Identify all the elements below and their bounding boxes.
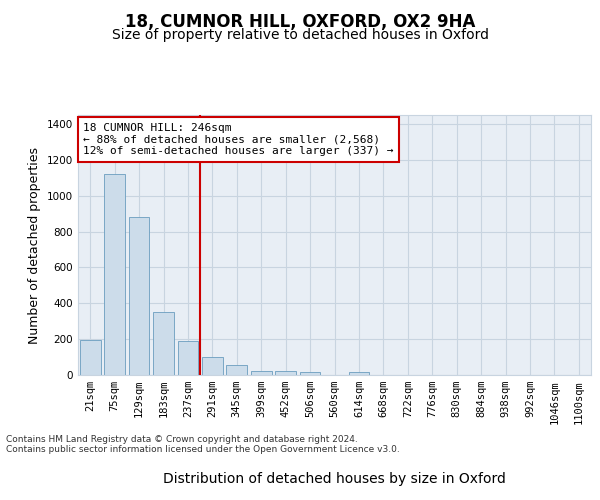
- Bar: [226, 365, 247, 375]
- Y-axis label: Number of detached properties: Number of detached properties: [28, 146, 41, 344]
- Bar: [178, 341, 199, 375]
- Text: Size of property relative to detached houses in Oxford: Size of property relative to detached ho…: [112, 28, 488, 42]
- X-axis label: Distribution of detached houses by size in Oxford: Distribution of detached houses by size …: [163, 472, 506, 486]
- Bar: [104, 174, 125, 375]
- Bar: [349, 372, 370, 375]
- Bar: [202, 357, 223, 375]
- Bar: [299, 372, 320, 375]
- Text: Contains HM Land Registry data © Crown copyright and database right 2024.
Contai: Contains HM Land Registry data © Crown c…: [6, 435, 400, 454]
- Bar: [153, 312, 174, 375]
- Bar: [80, 340, 101, 375]
- Text: 18, CUMNOR HILL, OXFORD, OX2 9HA: 18, CUMNOR HILL, OXFORD, OX2 9HA: [125, 12, 475, 30]
- Bar: [251, 370, 272, 375]
- Text: 18 CUMNOR HILL: 246sqm
← 88% of detached houses are smaller (2,568)
12% of semi-: 18 CUMNOR HILL: 246sqm ← 88% of detached…: [83, 123, 394, 156]
- Bar: [128, 217, 149, 375]
- Bar: [275, 372, 296, 375]
